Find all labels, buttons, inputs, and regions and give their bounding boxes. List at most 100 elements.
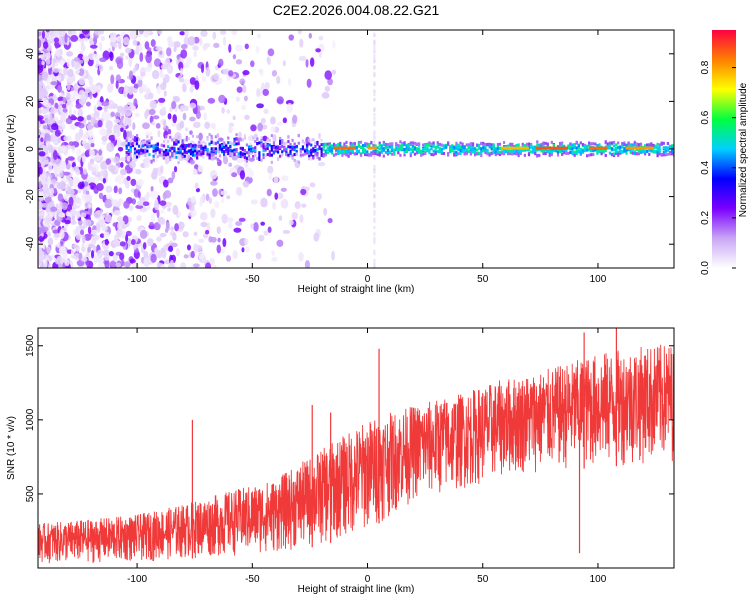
spectrogram-cell — [220, 144, 224, 148]
spectrogram-cell — [148, 153, 151, 157]
spectrogram-cell — [101, 225, 108, 232]
spectrogram-cell — [62, 171, 71, 176]
spectrogram-cell — [117, 176, 124, 185]
spectrogram-cell — [310, 138, 313, 142]
spectrogram-cell — [64, 33, 68, 44]
spectrogram-cell — [380, 149, 383, 153]
spectrogram-cell — [256, 103, 264, 109]
spectrogram-cell — [149, 221, 154, 227]
spectrogram-cell — [382, 147, 385, 151]
spectrogram-cell — [461, 142, 464, 146]
spectrogram-cell — [517, 154, 520, 158]
spectrogram-cell — [175, 155, 178, 159]
spectrogram-cell — [167, 36, 173, 44]
spectrogram-cell — [159, 50, 163, 55]
spectrogram-cell — [235, 44, 243, 52]
spectrogram-cell — [57, 255, 63, 261]
spectrogram-cell — [183, 139, 186, 143]
spectrogram-cell — [200, 144, 203, 148]
spectrogram-cell — [192, 45, 199, 51]
spectrogram-cell — [194, 153, 197, 157]
spectrogram-cell — [361, 149, 365, 153]
spectrogram-cell — [373, 153, 376, 157]
spectrogram-cell — [254, 139, 257, 143]
spectrogram-cell — [41, 60, 45, 66]
spectrogram-cell — [297, 160, 300, 164]
spectrogram-cell — [373, 258, 376, 262]
spectrogram-cell — [62, 96, 67, 103]
spectrogram-cell — [351, 143, 354, 147]
spectrogram-cell — [80, 44, 86, 52]
spectrogram-cell — [256, 137, 259, 141]
spectrogram-cell — [229, 141, 232, 145]
spectrogram-cell — [378, 147, 381, 151]
spectrogram-cell — [262, 156, 265, 160]
spectrogram-cell — [108, 65, 114, 71]
spectrogram-cell — [395, 148, 398, 152]
spectrogram-cell — [409, 143, 412, 147]
spectrogram-cell — [407, 146, 410, 150]
spectrogram-cell — [193, 50, 197, 58]
spectrogram-cell — [579, 141, 582, 145]
spectrogram-cell — [156, 142, 159, 146]
spectrogram-cell — [351, 149, 354, 153]
spectrogram-cell — [449, 149, 452, 153]
spectrogram-cell — [361, 146, 365, 150]
spectrogram-cell — [397, 148, 400, 152]
spectrogram-cell — [480, 154, 483, 158]
snr-y-tick-label-2: 1500 — [25, 334, 36, 357]
spectrogram-cell — [373, 183, 376, 187]
spectrogram-cell — [285, 148, 288, 152]
spectrogram-cell — [73, 165, 80, 172]
spectrogram-cell — [276, 96, 284, 105]
spectrogram-cell — [386, 148, 390, 152]
spectrogram-cell — [155, 249, 163, 259]
spectrogram-cell — [177, 160, 180, 164]
spectrogram-cell — [480, 149, 483, 153]
spectrogram-cell — [183, 154, 186, 158]
spectrogram-cell — [192, 121, 201, 129]
spectrogram-cell — [413, 152, 417, 156]
spectrogram-cell — [103, 231, 110, 240]
spectrogram-cell — [461, 148, 464, 152]
spectrogram-cell — [41, 30, 45, 39]
spectrogram-cell — [77, 108, 84, 118]
spectrogram-cell — [160, 153, 164, 157]
spectrogram-cell — [150, 213, 156, 222]
spectrogram-x-tick-label-3: 50 — [477, 274, 489, 285]
spectrogram-cell — [542, 149, 545, 153]
spectrogram-cell — [469, 148, 473, 152]
spectrogram-cell — [388, 142, 392, 146]
spectrogram-cell — [662, 151, 665, 155]
spectrogram-cell — [272, 150, 276, 154]
spectrogram-cell — [206, 152, 209, 156]
spectrogram-hotspot — [625, 146, 654, 150]
spectrogram-cell — [337, 150, 340, 154]
snr-x-label: Height of straight line (km) — [298, 584, 415, 595]
spectrogram-cell — [67, 68, 74, 77]
spectrogram-cell — [633, 150, 636, 154]
spectrogram-cell — [270, 146, 273, 150]
spectrogram-cell — [604, 153, 607, 157]
spectrogram-cell — [293, 152, 296, 156]
spectrogram-cell — [129, 140, 132, 144]
spectrogram-cell — [617, 146, 620, 150]
spectrogram-cell — [85, 101, 91, 107]
spectrogram-cell — [43, 114, 49, 119]
spectrogram-y-tick-label-1: -20 — [25, 189, 36, 204]
spectrogram-cell — [222, 238, 227, 248]
spectrogram-cell — [191, 209, 197, 217]
spectrogram-cell — [57, 96, 65, 102]
spectrogram-cell — [498, 142, 502, 146]
spectrogram-cell — [44, 215, 52, 225]
spectrogram-cell — [615, 143, 618, 147]
spectrogram-cell — [285, 141, 288, 145]
spectrogram-cell — [54, 30, 60, 35]
spectrogram-cell — [263, 230, 269, 236]
spectrogram-cell — [615, 150, 618, 154]
spectrogram-cell — [266, 142, 269, 146]
spectrogram-cell — [428, 143, 431, 147]
spectrogram-cell — [523, 144, 526, 148]
spectrogram-cell — [162, 153, 166, 157]
spectrogram-cell — [256, 88, 261, 98]
